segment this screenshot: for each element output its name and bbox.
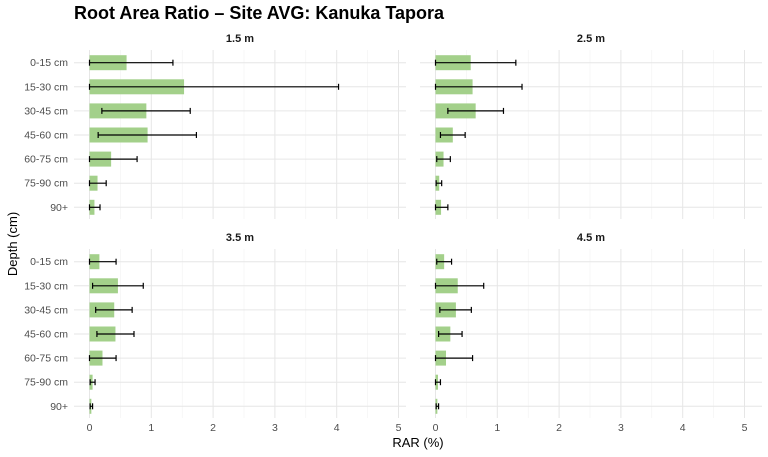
x-tick-label: 4 <box>334 422 340 434</box>
chart-title: Root Area Ratio – Site AVG: Kanuka Tapor… <box>74 3 445 23</box>
y-tick-label: 30-45 cm <box>24 304 68 316</box>
facet-title: 3.5 m <box>226 232 254 244</box>
y-tick-label: 0-15 cm <box>30 57 68 69</box>
y-tick-label: 0-15 cm <box>30 256 68 268</box>
facet-panel: 4.5 m 0 1 2 3 4 5 <box>420 232 762 434</box>
x-tick-label: 3 <box>272 422 278 434</box>
facet-title: 4.5 m <box>577 232 605 244</box>
x-axis-title: RAR (%) <box>392 435 443 450</box>
x-tick-label: 0 <box>87 422 93 434</box>
y-tick-label: 75-90 cm <box>24 377 68 389</box>
x-tick-label: 5 <box>742 422 748 434</box>
facet-panel: 3.5 m 0-15 cm 15-30 cm 30-45 cm 45-60 cm 60-7… <box>24 232 406 434</box>
x-tick-label: 1 <box>494 422 500 434</box>
y-tick-label: 90+ <box>50 202 68 214</box>
y-axis-title: Depth (cm) <box>5 212 20 276</box>
y-tick-label: 45-60 cm <box>24 130 68 142</box>
y-tick-label: 15-30 cm <box>24 280 68 292</box>
x-tick-label: 0 <box>433 422 439 434</box>
y-tick-label: 30-45 cm <box>24 105 68 117</box>
facet-panel: 1.5 m 0-15 cm 15-30 cm 30-45 cm 45-60 cm 60-7… <box>24 33 406 219</box>
x-tick-label: 3 <box>618 422 624 434</box>
x-tick-label: 1 <box>148 422 154 434</box>
y-tick-label: 75-90 cm <box>24 178 68 190</box>
x-tick-label: 4 <box>680 422 686 434</box>
y-tick-label: 90+ <box>50 401 68 413</box>
facet-panel: 2.5 m <box>420 33 762 219</box>
x-tick-label: 2 <box>556 422 562 434</box>
y-tick-label: 60-75 cm <box>24 154 68 166</box>
y-tick-label: 45-60 cm <box>24 329 68 341</box>
facet-title: 1.5 m <box>226 33 254 45</box>
y-tick-label: 60-75 cm <box>24 353 68 365</box>
facet-title: 2.5 m <box>577 33 605 45</box>
x-tick-label: 5 <box>396 422 402 434</box>
y-tick-label: 15-30 cm <box>24 81 68 93</box>
x-tick-label: 2 <box>210 422 216 434</box>
